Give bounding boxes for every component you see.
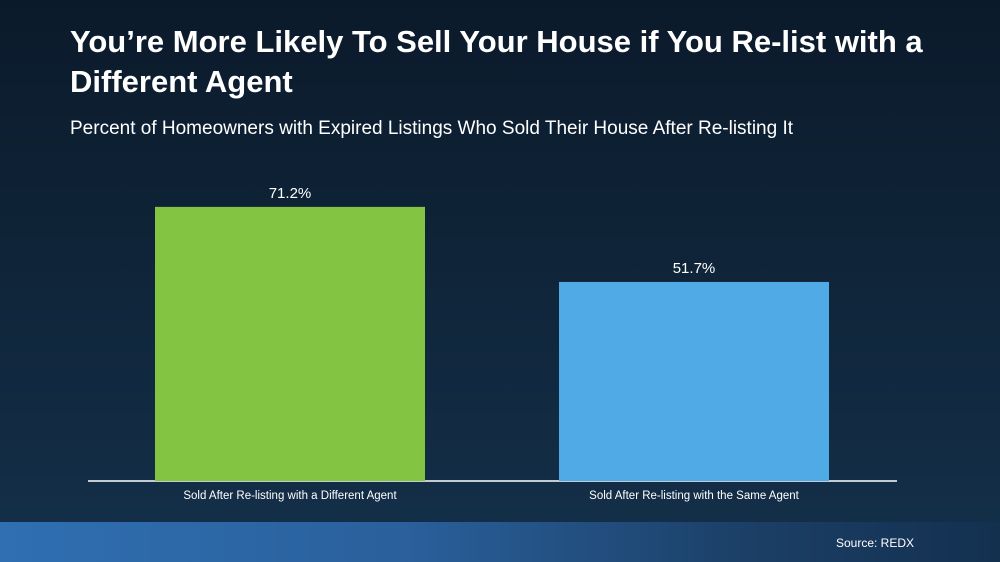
category-label-1: Sold After Re-listing with a Different A… — [183, 490, 397, 502]
chart-subtitle: Percent of Homeowners with Expired Listi… — [70, 118, 794, 139]
source-label: Source: REDX — [835, 536, 914, 550]
bar-2 — [559, 281, 829, 481]
footer-band — [0, 522, 1000, 562]
category-label-2: Sold After Re-listing with the Same Agen… — [589, 490, 799, 502]
bar-1 — [155, 206, 425, 481]
bar-chart: 71.2% Sold After Re-listing with a Differ… — [155, 185, 829, 502]
chart-title: You’re More Likely To Sell Your House if… — [70, 24, 923, 99]
data-label-1: 71.2% — [269, 185, 312, 202]
data-label-2: 51.7% — [673, 260, 716, 277]
